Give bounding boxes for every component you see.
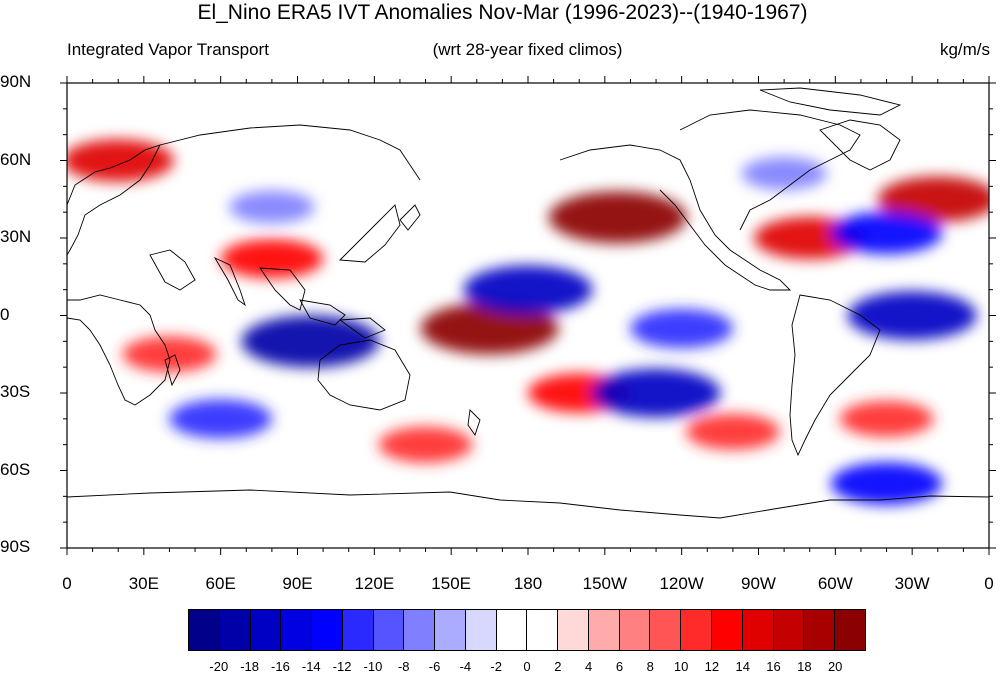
anomaly-feature-5 <box>220 239 324 279</box>
colorbar-label: -2 <box>490 659 502 674</box>
colorbar-cell <box>558 610 589 650</box>
colorbar-cell <box>404 610 436 650</box>
colorbar-cell <box>312 610 343 650</box>
anomaly-feature-19 <box>229 190 315 224</box>
anomaly-feature-12 <box>463 265 593 315</box>
colorbar-cell <box>435 610 466 650</box>
lat-label: 30S <box>0 382 31 401</box>
axis-ticks <box>60 76 996 555</box>
lon-label: 120W <box>659 574 704 593</box>
anomaly-feature-15 <box>830 211 943 255</box>
subtitle-center: (wrt 28-year fixed climos) <box>432 40 623 59</box>
lat-label: 60N <box>0 149 32 169</box>
lat-label: 90N <box>0 72 32 91</box>
lon-label: 90W <box>741 574 776 593</box>
colorbar-label: -16 <box>271 659 290 674</box>
lat-label: 0 <box>0 304 10 324</box>
coastlines <box>67 87 989 519</box>
colorbar-cell <box>835 610 865 650</box>
colorbar <box>188 609 866 651</box>
anomaly-feature-20 <box>741 157 827 190</box>
anomaly-feature-8 <box>685 413 780 450</box>
colorbar-cell <box>773 610 805 650</box>
colorbar-label: -4 <box>459 659 472 674</box>
lon-label: 60E <box>205 574 236 593</box>
anomaly-feature-7 <box>122 336 217 373</box>
colorbar-cell <box>742 610 774 650</box>
map-title: El_Nino ERA5 IVT Anomalies Nov-Mar (1996… <box>197 1 808 24</box>
colorbar-label: 8 <box>646 659 654 674</box>
lon-label: 0 <box>984 574 994 593</box>
colorbar-cell <box>712 610 743 650</box>
colorbar-cell <box>189 610 220 650</box>
lon-label: 30W <box>894 574 930 593</box>
colorbar-label: 16 <box>766 659 781 674</box>
units-label: kg/m/s <box>939 40 990 59</box>
colorbar-label: -6 <box>428 659 441 674</box>
colorbar-label: 0 <box>523 659 531 674</box>
anomaly-feature-16 <box>830 462 943 505</box>
colorbar-cell <box>650 610 682 650</box>
anomaly-feature-17 <box>169 399 273 439</box>
colorbar-cell <box>373 610 405 650</box>
colorbar-label: -12 <box>332 659 352 674</box>
anomaly-feature-13 <box>591 368 721 418</box>
colorbar-cell <box>681 610 713 650</box>
lon-label: 150E <box>431 574 472 593</box>
anomaly-feature-10 <box>378 426 473 463</box>
lon-label: 60W <box>817 574 853 593</box>
colorbar-cell <box>250 610 282 650</box>
colorbar-cell <box>342 610 374 650</box>
lon-label: 90E <box>282 574 313 593</box>
lat-label: 30N <box>0 227 32 246</box>
colorbar-cell <box>496 610 528 650</box>
anomaly-feature-9 <box>839 400 934 437</box>
colorbar-cell <box>588 610 620 650</box>
colorbar-cell <box>465 610 497 650</box>
anomaly-field <box>67 139 989 505</box>
colorbar-label: 14 <box>735 659 750 674</box>
anomaly-feature-11 <box>241 315 380 368</box>
lon-label: 120E <box>354 574 395 593</box>
colorbar-label: -18 <box>240 659 260 674</box>
colorbar-label: -20 <box>209 659 229 674</box>
colorbar-label: 20 <box>827 659 843 674</box>
colorbar-cell <box>527 610 559 650</box>
colorbar-label: 6 <box>615 659 624 674</box>
anomaly-feature-1 <box>548 191 687 244</box>
lon-label: 0 <box>62 574 72 593</box>
lon-label: 30E <box>128 574 159 593</box>
lat-label: 60S <box>0 459 31 479</box>
anomaly-feature-2 <box>877 176 989 223</box>
anomaly-feature-3 <box>67 139 175 182</box>
lon-label: 150W <box>582 574 628 593</box>
colorbar-cell <box>281 610 313 650</box>
lon-label: 180 <box>513 574 543 593</box>
colorbar-label: 10 <box>673 659 689 674</box>
anomaly-feature-0 <box>420 302 559 355</box>
colorbar-label: 12 <box>704 659 720 674</box>
colorbar-label: -8 <box>397 659 410 674</box>
anomaly-feature-14 <box>847 291 977 340</box>
colorbar-cell <box>619 610 651 650</box>
colorbar-label: -10 <box>363 659 383 674</box>
colorbar-label: 18 <box>797 659 812 674</box>
subtitle-left: Integrated Vapor Transport <box>67 40 269 59</box>
colorbar-label: 4 <box>585 659 593 674</box>
colorbar-label: 2 <box>554 659 562 674</box>
anomaly-feature-18 <box>630 308 734 349</box>
colorbar-cell <box>219 610 251 650</box>
colorbar-label: -14 <box>301 659 321 674</box>
lat-label: 90S <box>0 537 31 556</box>
colorbar-cell <box>804 610 836 650</box>
